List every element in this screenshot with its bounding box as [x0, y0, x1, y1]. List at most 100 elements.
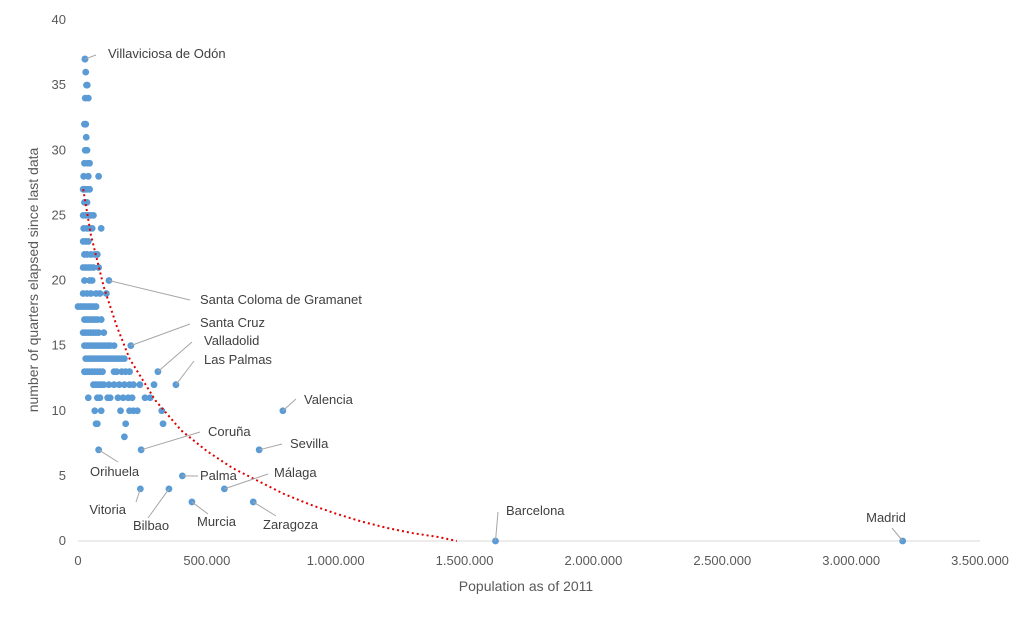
- data-point: [90, 264, 97, 271]
- x-axis-ticks: 0 500.000 1.000.000 1.500.000 2.000.000 2.500…: [74, 553, 1009, 568]
- data-point: [119, 394, 127, 402]
- x-tick-label: 1.500.000: [436, 553, 494, 568]
- data-point: [110, 381, 118, 389]
- data-point: [120, 381, 128, 389]
- data-point: [97, 316, 105, 323]
- point-label: Vitoria: [89, 502, 126, 517]
- data-point: [84, 94, 92, 102]
- data-point: [100, 329, 108, 336]
- data-point: [83, 81, 91, 89]
- label-leader-line: [259, 443, 283, 451]
- y-tick-label: 0: [59, 533, 66, 548]
- point-label: Santa Coloma de Gramanet: [200, 292, 362, 307]
- data-point: [120, 433, 128, 441]
- data-point: [128, 394, 136, 402]
- label-leader-line: [135, 488, 141, 503]
- y-tick-label: 5: [59, 468, 66, 483]
- data-point: [97, 225, 105, 232]
- x-axis-title: Population as of 2011: [459, 578, 594, 594]
- y-tick-label: 30: [52, 142, 66, 157]
- data-point: [91, 407, 99, 415]
- data-point: [105, 381, 113, 389]
- data-point: [83, 146, 91, 154]
- data-point: [120, 355, 128, 363]
- y-axis-ticks: 0 5 10 15 20 25 30 35 40: [52, 12, 66, 548]
- data-point: [130, 381, 137, 389]
- data-point: [159, 420, 167, 428]
- data-point: [133, 407, 141, 415]
- label-leader-line: [494, 511, 499, 542]
- y-axis-title: number of quarters elapsed since last da…: [25, 147, 41, 412]
- x-tick-label: 3.500.000: [951, 553, 1009, 568]
- point-labels: Villaviciosa de Odón Santa Coloma de Gram…: [84, 46, 906, 542]
- data-point: [82, 133, 90, 141]
- x-tick-label: 2.000.000: [565, 553, 623, 568]
- label-leader-line: [891, 527, 904, 542]
- data-point: [122, 420, 130, 428]
- data-point: [81, 277, 88, 284]
- data-point: [141, 394, 149, 402]
- data-point: [84, 238, 92, 245]
- point-label: Sevilla: [290, 436, 329, 451]
- data-point: [92, 303, 100, 310]
- point-label: Valladolid: [204, 333, 259, 348]
- data-point: [113, 368, 121, 376]
- data-point: [93, 251, 101, 258]
- x-tick-label: 3.000.000: [822, 553, 880, 568]
- data-point: [146, 394, 154, 402]
- point-label: Murcia: [197, 514, 237, 529]
- data-point: [95, 172, 103, 180]
- y-tick-label: 10: [52, 403, 66, 418]
- y-tick-label: 15: [52, 338, 66, 353]
- label-leader-line: [157, 341, 193, 373]
- data-point: [88, 277, 96, 284]
- label-leader-line: [84, 54, 97, 60]
- data-point: [117, 407, 124, 415]
- point-label: Palma: [200, 468, 238, 483]
- point-label: Zaragoza: [263, 517, 319, 532]
- data-point: [100, 381, 108, 389]
- data-point: [110, 342, 118, 350]
- data-point: [97, 407, 105, 415]
- point-label: Orihuela: [90, 464, 140, 479]
- x-tick-label: 0: [74, 553, 81, 568]
- label-leader-line: [175, 360, 195, 386]
- data-point: [87, 290, 95, 297]
- labeled-data-point: [127, 342, 135, 350]
- data-point: [86, 185, 93, 193]
- label-leader-line: [108, 280, 191, 301]
- y-tick-label: 40: [52, 12, 66, 27]
- x-tick-label: 2.500.000: [693, 553, 751, 568]
- label-leader-line: [282, 398, 297, 412]
- data-point: [95, 264, 103, 271]
- label-leader-line: [224, 473, 269, 490]
- point-label: Málaga: [274, 465, 317, 480]
- label-leader-line: [191, 501, 209, 515]
- y-tick-label: 20: [52, 273, 66, 288]
- data-point: [84, 172, 92, 180]
- data-point: [96, 290, 104, 297]
- label-leader-line: [140, 431, 201, 451]
- point-label: Bilbao: [133, 518, 169, 533]
- label-leader-line: [98, 449, 119, 463]
- y-tick-label: 35: [52, 77, 66, 92]
- point-label: Valencia: [304, 392, 354, 407]
- y-tick-label: 25: [52, 207, 66, 222]
- label-leader-line: [252, 501, 277, 517]
- x-tick-label: 500.000: [183, 553, 230, 568]
- point-label: Las Palmas: [204, 352, 272, 367]
- point-label: Santa Cruz: [200, 315, 265, 330]
- data-point: [114, 394, 122, 402]
- point-label: Barcelona: [506, 503, 565, 518]
- data-point: [136, 381, 144, 389]
- point-label: Coruña: [208, 424, 251, 439]
- data-point: [126, 368, 133, 376]
- data-point: [82, 120, 90, 128]
- data-point: [95, 329, 103, 336]
- data-points: [74, 55, 907, 545]
- point-label: Villaviciosa de Odón: [108, 46, 226, 61]
- data-point: [115, 381, 123, 389]
- x-tick-label: 1.000.000: [307, 553, 365, 568]
- data-point: [86, 159, 93, 167]
